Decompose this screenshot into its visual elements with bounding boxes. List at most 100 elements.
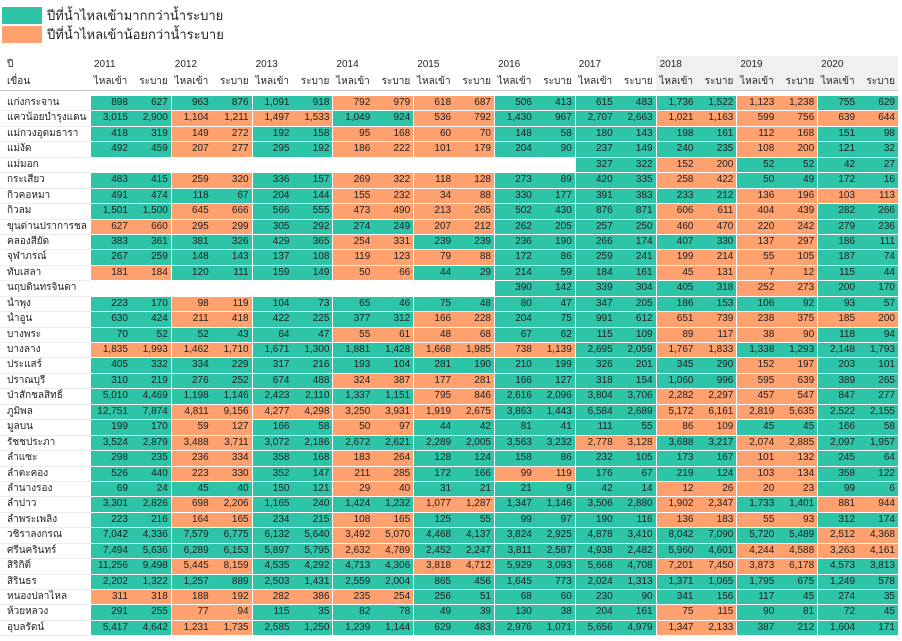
release-value: 55 xyxy=(641,421,653,433)
column-header-year[interactable]: 2018 xyxy=(655,56,737,73)
table-row: ห้วยหลวง 291 255 77 94 115 35 82 78 49 39 130 38 204 1… xyxy=(0,605,898,621)
inflow-value: 240 xyxy=(676,143,694,155)
release-value: 2,247 xyxy=(465,544,491,556)
inflow-value: 173 xyxy=(676,452,694,464)
inflow-value: 99 xyxy=(843,482,856,494)
year-cell: 49 39 xyxy=(413,605,494,621)
inflow-value: 188 xyxy=(192,591,209,602)
release-value: 277 xyxy=(878,390,895,402)
inflow-value: 172 xyxy=(515,251,532,263)
inflow-value: 48 xyxy=(439,328,452,340)
table-row: กิ่วลม 1,501 1,500 645 666 566 555 473 490 213 265… xyxy=(0,204,898,220)
year-cell: 389 265 xyxy=(817,373,898,390)
release-value: 1,735 xyxy=(223,621,249,633)
inflow-value: 52 xyxy=(197,328,209,340)
year-cell: 233 212 xyxy=(655,188,737,205)
release-value: 5,636 xyxy=(142,544,168,556)
measure-header-inflow[interactable]: ไหลเข้า xyxy=(820,76,855,87)
measure-header-inflow[interactable]: ไหลเข้า xyxy=(336,76,370,87)
release-value: 39 xyxy=(479,606,491,618)
measure-header-release[interactable]: ระบาย xyxy=(866,76,895,87)
release-value: 49 xyxy=(803,174,815,186)
release-value: 1,232 xyxy=(385,498,411,510)
release-value: 2,133 xyxy=(708,621,734,633)
year-cell: 420 335 xyxy=(574,173,656,189)
measure-header-inflow[interactable]: ไหลเข้า xyxy=(174,76,209,87)
year-cell: 223 170 xyxy=(90,296,171,313)
inflow-value: 404 xyxy=(757,205,775,217)
column-header-year[interactable]: 2016 xyxy=(497,59,521,70)
release-value: 792 xyxy=(474,112,491,124)
release-value: 161 xyxy=(716,127,734,139)
inflow-value: 629 xyxy=(434,621,452,633)
inflow-value: 460 xyxy=(676,220,694,232)
dam-name: แม่งัด xyxy=(0,142,90,158)
year-cell: 1,604 171 xyxy=(817,620,898,637)
measure-header-inflow[interactable]: ไหลเข้า xyxy=(255,76,289,87)
measure-header-release[interactable]: ระบาย xyxy=(543,76,572,87)
column-header-year[interactable]: 2019 xyxy=(736,56,818,73)
year-cell: 152 200 xyxy=(655,157,737,174)
measure-header-release[interactable]: ระบาย xyxy=(220,76,249,87)
release-value: 5,795 xyxy=(304,544,330,556)
inflow-value: 262 xyxy=(515,220,532,232)
release-value: 318 xyxy=(716,282,734,294)
measure-header-inflow[interactable]: ไหลเข้า xyxy=(659,76,693,87)
year-cell: 106 92 xyxy=(736,296,818,313)
inflow-value: 239 xyxy=(434,235,452,247)
measure-header-release[interactable]: ระบาย xyxy=(624,76,653,87)
column-header-year[interactable]: 2020 xyxy=(817,56,898,73)
year-cell: 6,132 5,640 xyxy=(251,528,333,544)
year-cell: 2,097 1,957 xyxy=(817,435,898,452)
dam-name: ลำแซะ xyxy=(0,451,90,467)
year-cell: 3,492 5,070 xyxy=(332,528,414,544)
year-cell: 95 168 xyxy=(332,126,414,143)
year-cell: 2,632 4,789 xyxy=(332,543,414,560)
dam-name: ลำปาว xyxy=(0,497,90,513)
release-value: 3,128 xyxy=(627,436,653,448)
inflow-value: 204 xyxy=(595,606,613,618)
column-header-year[interactable]: 2015 xyxy=(417,59,440,70)
measure-header-release[interactable]: ระบาย xyxy=(704,76,734,87)
measure-header-inflow[interactable]: ไหลเข้า xyxy=(740,76,774,87)
release-value: 330 xyxy=(231,467,249,479)
column-header-year[interactable]: 2011 xyxy=(94,59,116,70)
year-cell: 2,707 2,663 xyxy=(574,111,656,127)
column-header-year[interactable]: 2012 xyxy=(174,59,198,70)
release-value: 365 xyxy=(312,235,330,247)
measure-header-release[interactable]: ระบาย xyxy=(462,76,491,87)
release-value: 456 xyxy=(474,575,491,587)
inflow-value: 55 xyxy=(359,328,371,340)
inflow-value: 89 xyxy=(682,328,694,340)
measure-header-release[interactable]: ระบาย xyxy=(139,76,168,87)
release-value: 1,211 xyxy=(224,112,249,124)
measure-header-release[interactable]: ระบาย xyxy=(381,76,411,87)
measure-header-inflow[interactable]: ไหลเข้า xyxy=(416,76,451,87)
release-value: 40 xyxy=(237,482,249,494)
measure-header-release[interactable]: ระบาย xyxy=(785,76,815,87)
inflow-value: 137 xyxy=(757,235,775,247)
column-header-year[interactable]: 2017 xyxy=(578,59,602,70)
release-value: 12 xyxy=(803,266,815,278)
column-header-year[interactable]: 2013 xyxy=(255,59,278,70)
dam-name: น้ำอูน xyxy=(0,312,90,328)
year-cell: 5,656 4,979 xyxy=(574,620,656,637)
measure-header-inflow[interactable]: ไหลเข้า xyxy=(578,76,613,87)
column-header-year[interactable]: 2014 xyxy=(336,59,359,70)
release-value: 5,635 xyxy=(789,405,815,417)
inflow-value: 44 xyxy=(439,266,452,278)
inflow-value: 536 xyxy=(434,112,452,124)
year-cell: 2,282 2,297 xyxy=(655,389,737,405)
inflow-value: 6,132 xyxy=(264,529,290,541)
measure-header-inflow[interactable]: ไหลเข้า xyxy=(93,76,128,87)
inflow-value: 963 xyxy=(192,97,209,108)
year-cell xyxy=(413,157,494,174)
measure-header-inflow[interactable]: ไหลเข้า xyxy=(497,76,532,87)
measure-header-release[interactable]: ระบาย xyxy=(300,76,330,87)
release-value: 5,489 xyxy=(789,529,815,541)
year-cell: 1,497 1,533 xyxy=(251,111,333,127)
year-cell: 118 94 xyxy=(817,327,898,343)
year-cell: 618 687 xyxy=(413,96,494,112)
year-cell: 104 73 xyxy=(251,296,333,313)
release-value: 228 xyxy=(474,313,491,325)
